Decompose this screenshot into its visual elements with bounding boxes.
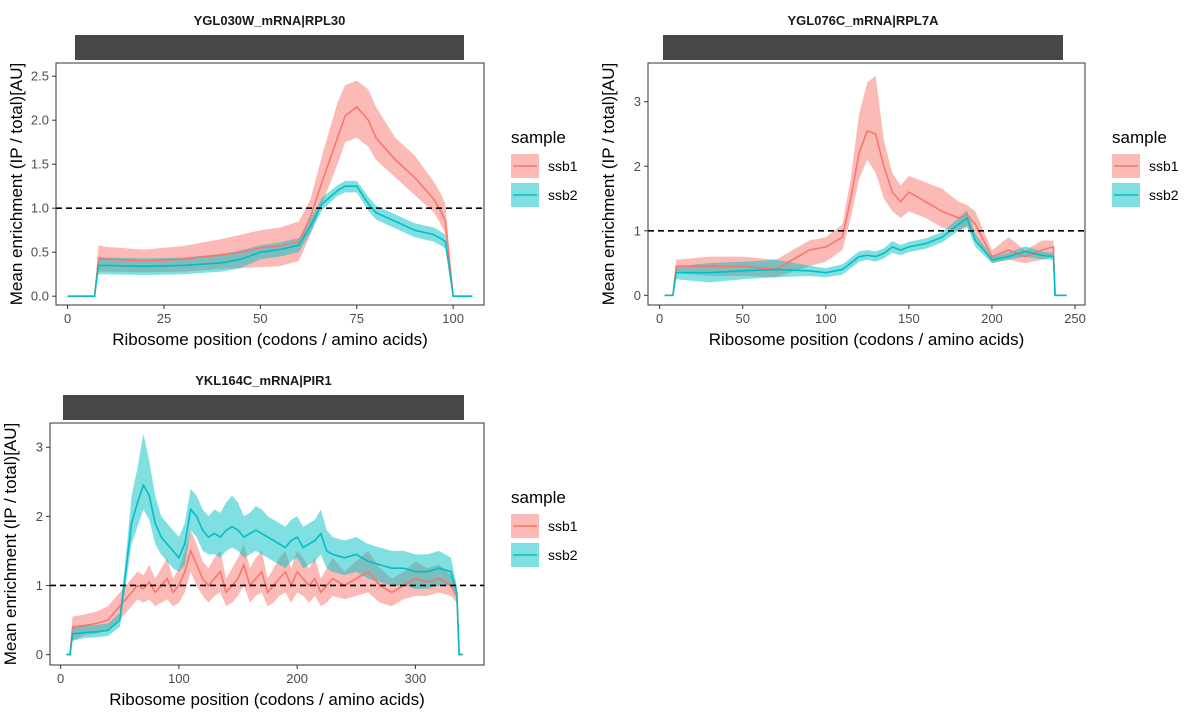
chart-panel-2: YGL076C_mRNA|RPL7A 0 1 2 3 0 50 100 150 200 250 Rib… bbox=[599, 13, 1179, 349]
y-tick-label: 1.0 bbox=[31, 201, 49, 216]
y-tick-label: 3 bbox=[634, 94, 641, 109]
y-axis-title: Mean enrichment (IP / total)[AU] bbox=[7, 63, 26, 306]
ribbon-ssb2 bbox=[664, 210, 1067, 296]
legend-label-ssb2: ssb2 bbox=[548, 547, 578, 563]
facet-strip-bar bbox=[663, 35, 1063, 60]
plot-border bbox=[647, 62, 1086, 306]
x-tick-label: 50 bbox=[253, 311, 267, 326]
x-tick-label: 100 bbox=[815, 311, 837, 326]
x-tick-label: 100 bbox=[442, 311, 464, 326]
series-line-ssb1 bbox=[66, 548, 463, 656]
x-tick-label: 300 bbox=[405, 671, 427, 686]
y-tick-label: 1 bbox=[634, 223, 641, 238]
x-tick-label: 250 bbox=[1064, 311, 1086, 326]
x-tick-label: 50 bbox=[735, 311, 749, 326]
y-tick-label: 0 bbox=[36, 647, 43, 662]
facet-title: YKL164C_mRNA|PIR1 bbox=[195, 373, 332, 388]
series-line-ssb2 bbox=[66, 483, 463, 656]
y-tick-label: 1.5 bbox=[31, 157, 49, 172]
x-tick-label: 200 bbox=[286, 671, 308, 686]
x-axis-title: Ribosome position (codons / amino acids) bbox=[709, 330, 1025, 349]
ribbon-ssb2 bbox=[66, 433, 463, 655]
x-tick-label: 25 bbox=[157, 311, 171, 326]
plot-border bbox=[49, 422, 485, 666]
series-line-ssb2 bbox=[664, 216, 1067, 297]
y-tick-label: 2 bbox=[36, 509, 43, 524]
legend-title: sample bbox=[511, 488, 566, 507]
y-tick-label: 2 bbox=[634, 159, 641, 174]
legend-label-ssb1: ssb1 bbox=[548, 518, 578, 534]
x-axis-title: Ribosome position (codons / amino acids) bbox=[112, 330, 428, 349]
y-tick-label: 2.0 bbox=[31, 113, 49, 128]
x-tick-label: 0 bbox=[64, 311, 71, 326]
x-tick-label: 150 bbox=[898, 311, 920, 326]
x-tick-label: 0 bbox=[656, 311, 663, 326]
facet-title: YGL076C_mRNA|RPL7A bbox=[787, 13, 939, 28]
ribbon-ssb2 bbox=[67, 180, 473, 297]
legend-label-ssb2: ssb2 bbox=[548, 187, 578, 203]
chart-panel-3: YKL164C_mRNA|PIR1 0 1 2 3 0 100 200 300 Ribosome … bbox=[1, 373, 578, 709]
ribbon-ssb1 bbox=[67, 80, 473, 297]
x-axis-title: Ribosome position (codons / amino acids) bbox=[109, 690, 425, 709]
series-line-ssb1 bbox=[67, 105, 473, 298]
facet-title: YGL030W_mRNA|RPL30 bbox=[194, 13, 346, 28]
plot-border bbox=[55, 62, 485, 306]
y-axis-title: Mean enrichment (IP / total)[AU] bbox=[599, 63, 618, 306]
series-line-ssb2 bbox=[67, 185, 473, 298]
x-tick-label: 75 bbox=[350, 311, 364, 326]
facet-strip-bar bbox=[75, 35, 464, 60]
y-tick-label: 1 bbox=[36, 578, 43, 593]
x-tick-label: 100 bbox=[168, 671, 190, 686]
legend: sample ssb1 ssb2 bbox=[511, 488, 578, 567]
y-axis-title: Mean enrichment (IP / total)[AU] bbox=[1, 423, 20, 666]
y-tick-label: 2.5 bbox=[31, 69, 49, 84]
x-tick-label: 0 bbox=[57, 671, 64, 686]
legend-title: sample bbox=[511, 128, 566, 147]
facet-strip-bar bbox=[63, 395, 464, 420]
x-tick-label: 200 bbox=[981, 311, 1003, 326]
y-tick-label: 0.5 bbox=[31, 245, 49, 260]
y-tick-label: 0 bbox=[634, 288, 641, 303]
legend-title: sample bbox=[1112, 128, 1167, 147]
legend: sample ssb1 ssb2 bbox=[511, 128, 578, 207]
legend-label-ssb1: ssb1 bbox=[548, 158, 578, 174]
ribbon-ssb1 bbox=[664, 75, 1067, 296]
legend-label-ssb2: ssb2 bbox=[1149, 187, 1179, 203]
legend: sample ssb1 ssb2 bbox=[1112, 128, 1179, 207]
y-tick-label: 0.0 bbox=[31, 289, 49, 304]
y-tick-label: 3 bbox=[36, 440, 43, 455]
chart-panel-1: YGL030W_mRNA|RPL30 0.0 0.5 1.0 1.5 2.0 2.5 0 25 5… bbox=[7, 13, 578, 349]
legend-label-ssb1: ssb1 bbox=[1149, 158, 1179, 174]
